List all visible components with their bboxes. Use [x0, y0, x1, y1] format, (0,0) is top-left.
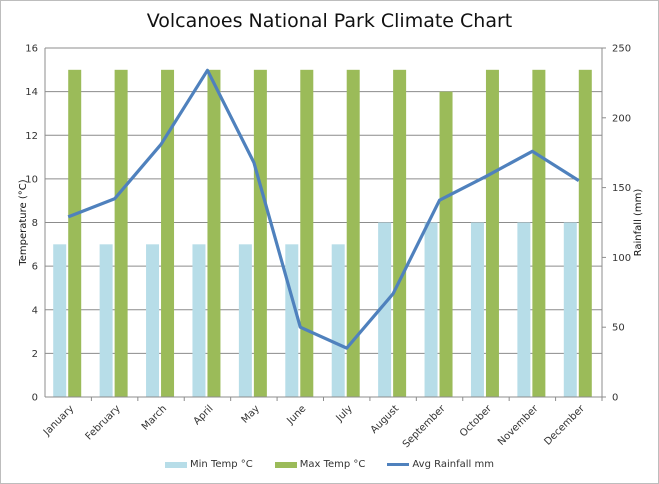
y-tick-label: 12 — [25, 131, 38, 142]
rainfall-line — [67, 68, 580, 350]
legend-item-min-temp: Min Temp °C — [165, 459, 253, 470]
y2-tick-label: 0 — [612, 393, 618, 404]
legend-swatch-min — [165, 461, 188, 468]
bar-min-temp — [331, 244, 345, 397]
y-tick-label: 14 — [25, 87, 38, 98]
y-tick-label: 2 — [32, 349, 38, 360]
legend-label-rain: Avg Rainfall mm — [412, 459, 494, 470]
bar-min-temp — [192, 244, 206, 397]
legend-item-max-temp: Max Temp °C — [274, 459, 366, 470]
bar-max-temp — [114, 69, 128, 397]
y-tick-label: 16 — [25, 44, 38, 55]
legend: Min Temp °C Max Temp °C Avg Rainfall mm — [1, 459, 658, 470]
bar-min-temp — [470, 222, 484, 397]
bar-min-temp — [424, 222, 438, 397]
x-tick-label: November — [496, 403, 541, 448]
x-tick-label: September — [401, 403, 448, 450]
x-tick-label: May — [240, 403, 262, 425]
bar-max-temp — [439, 91, 453, 397]
y2-tick-label: 100 — [612, 253, 631, 264]
x-tick-label: October — [458, 403, 495, 440]
y-tick-label: 8 — [32, 218, 38, 229]
legend-swatch-max — [274, 461, 297, 468]
bar-min-temp — [285, 244, 299, 397]
legend-swatch-rain — [387, 463, 410, 466]
bar-min-temp — [99, 244, 113, 397]
x-tick-label: April — [192, 403, 216, 427]
y-tick-label: 4 — [32, 305, 38, 316]
x-tick-label: January — [41, 403, 76, 438]
bar-max-temp — [532, 69, 546, 397]
y-tick-label: 0 — [32, 393, 38, 404]
bar-max-temp — [393, 69, 407, 397]
bar-min-temp — [378, 222, 392, 397]
y2-tick-label: 50 — [612, 323, 625, 334]
bar-max-temp — [207, 69, 221, 397]
bar-max-temp — [68, 69, 82, 397]
x-tick-label: February — [84, 403, 123, 442]
bar-max-temp — [300, 69, 314, 397]
y2-tick-label: 200 — [612, 113, 631, 124]
legend-label-min: Min Temp °C — [190, 459, 253, 470]
bar-max-temp — [161, 69, 175, 397]
y-tick-label: 6 — [32, 262, 38, 273]
bar-min-temp — [146, 244, 160, 397]
legend-label-max: Max Temp °C — [299, 459, 366, 470]
bar-min-temp — [53, 244, 67, 397]
x-tick-label: July — [334, 403, 355, 424]
y2-tick-label: 150 — [612, 183, 631, 194]
bar-max-temp — [253, 69, 267, 397]
bar-max-temp — [346, 69, 360, 397]
x-tick-label: August — [369, 403, 402, 436]
chart-title: Volcanoes National Park Climate Chart — [146, 10, 513, 32]
legend-item-rainfall: Avg Rainfall mm — [387, 459, 494, 470]
x-tick-label: June — [285, 403, 309, 427]
x-tick-label: December — [542, 403, 587, 448]
bar-max-temp — [485, 69, 499, 397]
y2-axis-title: Rainfall (mm) — [633, 189, 644, 257]
bar-min-temp — [238, 244, 252, 397]
y2-tick-label: 250 — [612, 44, 631, 55]
y-tick-label: 10 — [25, 174, 38, 185]
bar-min-temp — [563, 222, 577, 397]
bar-min-temp — [517, 222, 531, 397]
x-tick-label: March — [140, 403, 169, 432]
bar-max-temp — [578, 69, 592, 397]
y-axis-title: Temperature (°C) — [18, 179, 29, 266]
